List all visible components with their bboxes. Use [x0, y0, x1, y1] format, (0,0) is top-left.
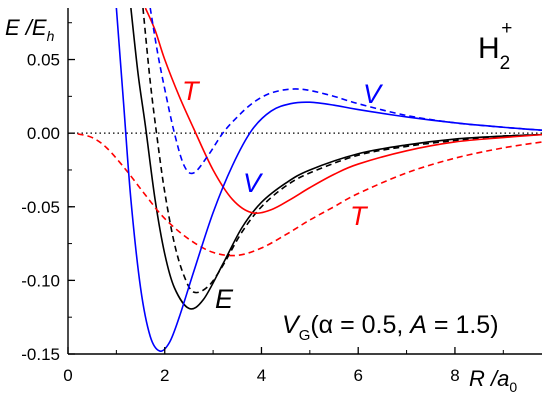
- x-tick-label: 0: [63, 366, 72, 385]
- molecule-label: H2+: [478, 18, 512, 74]
- x-tick-label: 2: [160, 366, 169, 385]
- x-tick-label: 4: [257, 366, 266, 385]
- series-e-solid: [130, 8, 542, 310]
- y-tick-label: -0.10: [21, 271, 60, 290]
- series-v-solid: [115, 8, 542, 352]
- label-t-upper: T: [182, 76, 201, 106]
- x-axis-label: R /a0: [469, 366, 517, 395]
- axes-layer: -0.15 -0.10 -0.05 0.00 0.05 0 2 4 6 8: [21, 8, 542, 385]
- y-axis-label: E /Eh: [5, 15, 55, 44]
- series-v-dashed: [149, 8, 542, 175]
- x-tick-label: 6: [353, 366, 362, 385]
- y-tick-label: -0.15: [21, 345, 60, 364]
- y-tick-label: 0.00: [27, 124, 60, 143]
- y-tick-label: 0.05: [27, 51, 60, 70]
- series-layer: [68, 8, 542, 352]
- series-t-dashed: [77, 133, 542, 257]
- y-tick-label: -0.05: [21, 198, 60, 217]
- label-v-upper: V: [363, 79, 384, 109]
- series-e-dashed: [142, 8, 542, 294]
- label-v-lower: V: [243, 168, 264, 198]
- label-t-lower: T: [350, 201, 369, 231]
- potential-params-label: VG(α = 0.5, A = 1.5): [282, 311, 499, 344]
- x-tick-label: 8: [450, 366, 459, 385]
- label-e: E: [215, 284, 234, 314]
- series-t-solid: [144, 8, 542, 215]
